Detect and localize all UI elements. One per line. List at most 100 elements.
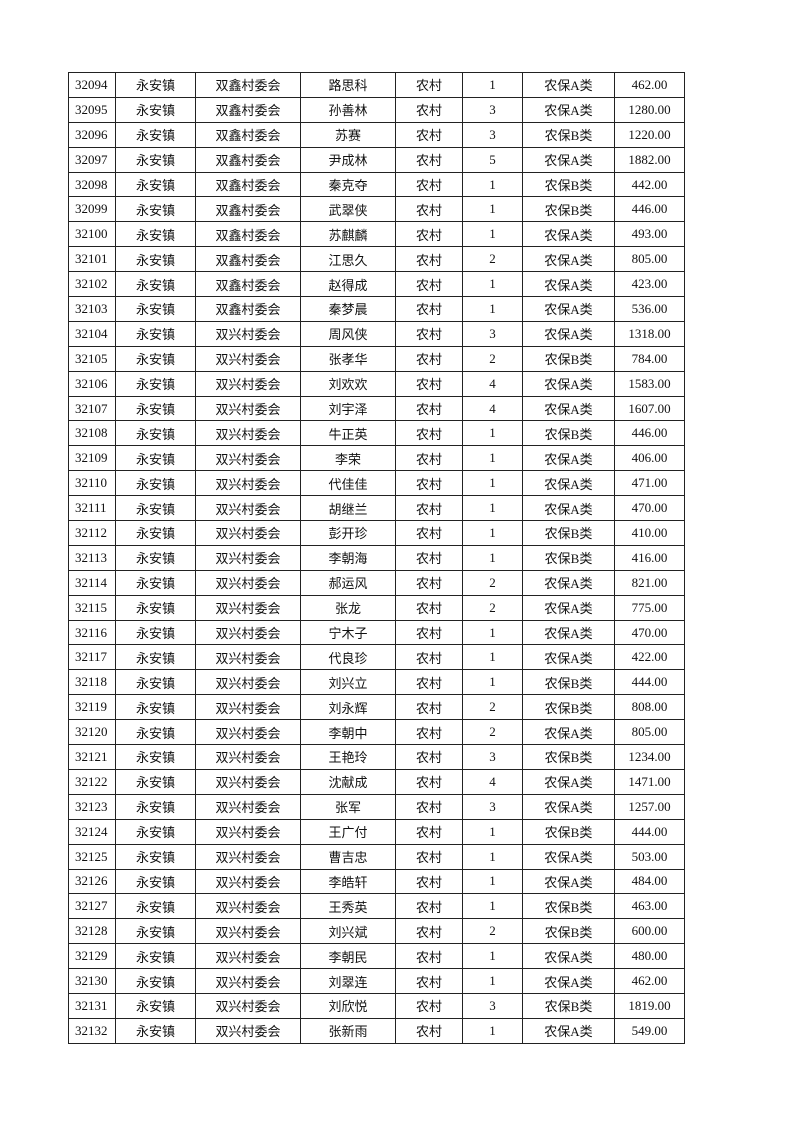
cell-family-size: 1 [462, 1017, 523, 1044]
cell-town: 永安镇 [115, 843, 196, 870]
cell-record-id: 32114 [68, 569, 116, 596]
cell-record-id: 32109 [68, 445, 116, 472]
cell-town: 永安镇 [115, 121, 196, 148]
cell-person-name: 牛正英 [300, 420, 396, 447]
cell-town: 永安镇 [115, 669, 196, 696]
cell-village-committee: 双鑫村委会 [195, 96, 301, 123]
cell-person-name: 苏赛 [300, 121, 396, 148]
cell-village-committee: 双鑫村委会 [195, 121, 301, 148]
cell-amount: 1280.00 [614, 96, 685, 123]
cell-village-committee: 双鑫村委会 [195, 196, 301, 223]
cell-town: 永安镇 [115, 420, 196, 447]
cell-record-id: 32131 [68, 992, 116, 1019]
cell-person-name: 秦梦晨 [300, 296, 396, 322]
cell-record-id: 32112 [68, 520, 116, 546]
cell-family-size: 2 [462, 694, 523, 721]
table-row: 32121 永安镇 双兴村委会 王艳玲 农村 3 农保B类 1234.00 [68, 744, 685, 770]
cell-amount: 410.00 [614, 520, 685, 546]
cell-insurance-category: 农保A类 [522, 296, 615, 322]
table-row: 32098 永安镇 双鑫村委会 秦克夺 农村 1 农保B类 442.00 [68, 171, 685, 198]
cell-town: 永安镇 [115, 72, 196, 98]
cell-record-id: 32123 [68, 793, 116, 820]
cell-amount: 446.00 [614, 420, 685, 447]
cell-insurance-category: 农保A类 [522, 968, 615, 994]
table-row: 32102 永安镇 双鑫村委会 赵得成 农村 1 农保A类 423.00 [68, 271, 685, 298]
table-row: 32122 永安镇 双兴村委会 沈献成 农村 4 农保A类 1471.00 [68, 768, 685, 795]
cell-amount: 444.00 [614, 818, 685, 845]
cell-village-committee: 双兴村委会 [195, 520, 301, 546]
cell-insurance-category: 农保B类 [522, 818, 615, 845]
cell-amount: 416.00 [614, 544, 685, 571]
cell-village-committee: 双鑫村委会 [195, 296, 301, 322]
table-row: 32131 永安镇 双兴村委会 刘欣悦 农村 3 农保B类 1819.00 [68, 992, 685, 1019]
cell-village-committee: 双兴村委会 [195, 968, 301, 994]
cell-village-committee: 双兴村委会 [195, 992, 301, 1019]
cell-village-committee: 双鑫村委会 [195, 271, 301, 298]
cell-family-size: 1 [462, 296, 523, 322]
cell-insurance-category: 农保B类 [522, 171, 615, 198]
cell-amount: 1220.00 [614, 121, 685, 148]
cell-person-name: 李皓轩 [300, 868, 396, 895]
cell-town: 永安镇 [115, 320, 196, 347]
cell-insurance-category: 农保A类 [522, 768, 615, 795]
cell-amount: 503.00 [614, 843, 685, 870]
cell-family-size: 1 [462, 619, 523, 646]
table-row: 32113 永安镇 双兴村委会 李朝海 农村 1 农保B类 416.00 [68, 544, 685, 571]
cell-town: 永安镇 [115, 96, 196, 123]
cell-amount: 784.00 [614, 345, 685, 372]
cell-family-size: 1 [462, 470, 523, 497]
cell-family-size: 2 [462, 918, 523, 945]
cell-record-id: 32125 [68, 843, 116, 870]
table-body: 32094 永安镇 双鑫村委会 路思科 农村 1 农保A类 462.00 32095 永安镇 双鑫村… [68, 72, 685, 1044]
cell-town: 永安镇 [115, 520, 196, 546]
cell-town: 永安镇 [115, 171, 196, 198]
cell-record-id: 32119 [68, 694, 116, 721]
table-row: 32104 永安镇 双兴村委会 周风侠 农村 3 农保A类 1318.00 [68, 320, 685, 347]
cell-household-type: 农村 [395, 694, 463, 721]
table-row: 32117 永安镇 双兴村委会 代良珍 农村 1 农保A类 422.00 [68, 644, 685, 671]
cell-household-type: 农村 [395, 594, 463, 621]
cell-town: 永安镇 [115, 544, 196, 571]
cell-amount: 446.00 [614, 196, 685, 223]
cell-record-id: 32101 [68, 246, 116, 273]
cell-family-size: 1 [462, 420, 523, 447]
table-row: 32129 永安镇 双兴村委会 李朝民 农村 1 农保A类 480.00 [68, 943, 685, 970]
cell-insurance-category: 农保A类 [522, 221, 615, 248]
cell-village-committee: 双兴村委会 [195, 793, 301, 820]
cell-town: 永安镇 [115, 918, 196, 945]
cell-record-id: 32132 [68, 1017, 116, 1044]
cell-family-size: 1 [462, 644, 523, 671]
cell-family-size: 3 [462, 793, 523, 820]
cell-amount: 442.00 [614, 171, 685, 198]
table-row: 32116 永安镇 双兴村委会 宁木子 农村 1 农保A类 470.00 [68, 619, 685, 646]
cell-insurance-category: 农保A类 [522, 793, 615, 820]
cell-family-size: 1 [462, 221, 523, 248]
cell-village-committee: 双兴村委会 [195, 719, 301, 746]
cell-person-name: 李朝海 [300, 544, 396, 571]
cell-town: 永安镇 [115, 296, 196, 322]
cell-record-id: 32130 [68, 968, 116, 994]
cell-record-id: 32096 [68, 121, 116, 148]
cell-village-committee: 双兴村委会 [195, 569, 301, 596]
cell-amount: 1583.00 [614, 370, 685, 397]
cell-family-size: 1 [462, 843, 523, 870]
cell-town: 永安镇 [115, 221, 196, 248]
cell-family-size: 2 [462, 594, 523, 621]
cell-record-id: 32116 [68, 619, 116, 646]
cell-amount: 821.00 [614, 569, 685, 596]
cell-village-committee: 双兴村委会 [195, 370, 301, 397]
cell-town: 永安镇 [115, 1017, 196, 1044]
records-table: 32094 永安镇 双鑫村委会 路思科 农村 1 农保A类 462.00 32095 永安镇 双鑫村… [68, 72, 685, 1044]
cell-insurance-category: 农保B类 [522, 893, 615, 920]
cell-village-committee: 双兴村委会 [195, 1017, 301, 1044]
cell-person-name: 张孝华 [300, 345, 396, 372]
cell-household-type: 农村 [395, 470, 463, 497]
cell-person-name: 刘欢欢 [300, 370, 396, 397]
cell-village-committee: 双兴村委会 [195, 470, 301, 497]
cell-family-size: 3 [462, 992, 523, 1019]
cell-family-size: 1 [462, 968, 523, 994]
cell-record-id: 32115 [68, 594, 116, 621]
table-row: 32127 永安镇 双兴村委会 王秀英 农村 1 农保B类 463.00 [68, 893, 685, 920]
cell-household-type: 农村 [395, 843, 463, 870]
cell-insurance-category: 农保A类 [522, 868, 615, 895]
